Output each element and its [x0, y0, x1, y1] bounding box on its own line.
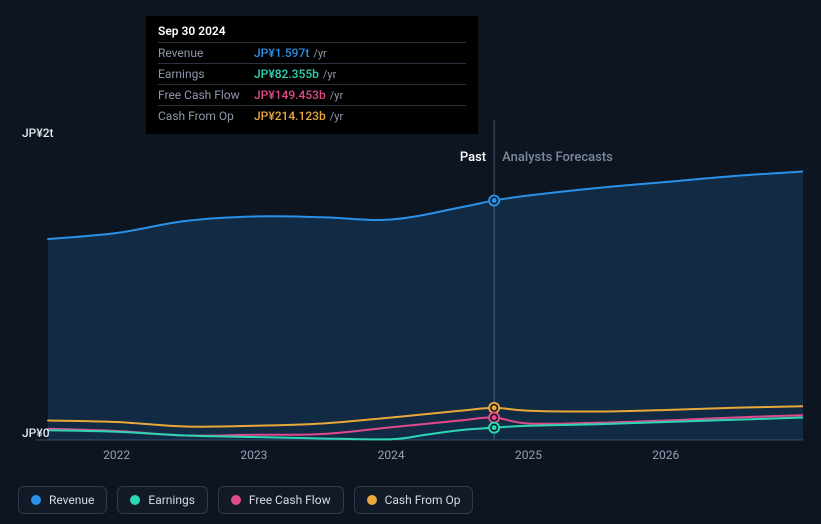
legend-dot-icon	[31, 495, 41, 505]
legend-item[interactable]: Free Cash Flow	[218, 486, 344, 514]
x-axis-label: 2026	[652, 448, 679, 462]
tooltip-metric-value: JP¥149.453b	[254, 88, 326, 102]
tooltip-row: EarningsJP¥82.355b/yr	[158, 63, 466, 84]
financials-chart: JP¥2t JP¥0 2022 2023 2024 2025 2026 Past Analy…	[18, 120, 803, 470]
tooltip-row: Free Cash FlowJP¥149.453b/yr	[158, 84, 466, 105]
legend-label: Cash From Op	[385, 493, 461, 507]
tooltip-metric-value: JP¥1.597t	[254, 46, 309, 60]
tooltip-row: RevenueJP¥1.597t/yr	[158, 42, 466, 63]
legend-label: Revenue	[49, 493, 94, 507]
chart-tooltip: Sep 30 2024 RevenueJP¥1.597t/yrEarningsJ…	[146, 16, 478, 134]
legend-dot-icon	[231, 495, 241, 505]
past-label: Past	[460, 150, 486, 165]
tooltip-metric-label: Revenue	[158, 46, 254, 60]
chart-legend: Revenue Earnings Free Cash Flow Cash From O…	[18, 486, 473, 514]
tooltip-unit: /yr	[323, 68, 336, 81]
tooltip-metric-value: JP¥82.355b	[254, 67, 319, 81]
tooltip-date: Sep 30 2024	[158, 24, 466, 42]
x-axis-label: 2022	[103, 448, 130, 462]
legend-label: Free Cash Flow	[249, 493, 331, 507]
tooltip-metric-label: Free Cash Flow	[158, 88, 254, 102]
tooltip-unit: /yr	[313, 47, 326, 60]
x-axis-label: 2023	[240, 448, 267, 462]
legend-item[interactable]: Revenue	[18, 486, 107, 514]
legend-label: Earnings	[148, 493, 195, 507]
x-axis-label: 2024	[378, 448, 405, 462]
forecast-label: Analysts Forecasts	[502, 150, 613, 165]
tooltip-metric-label: Earnings	[158, 67, 254, 81]
y-axis-label: JP¥0	[22, 426, 50, 440]
legend-item[interactable]: Cash From Op	[354, 486, 474, 514]
legend-dot-icon	[130, 495, 140, 505]
chart-svg	[18, 120, 803, 470]
x-axis-label: 2025	[515, 448, 542, 462]
legend-dot-icon	[367, 495, 377, 505]
legend-item[interactable]: Earnings	[117, 486, 208, 514]
y-axis-label: JP¥2t	[22, 126, 54, 140]
tooltip-unit: /yr	[330, 89, 343, 102]
